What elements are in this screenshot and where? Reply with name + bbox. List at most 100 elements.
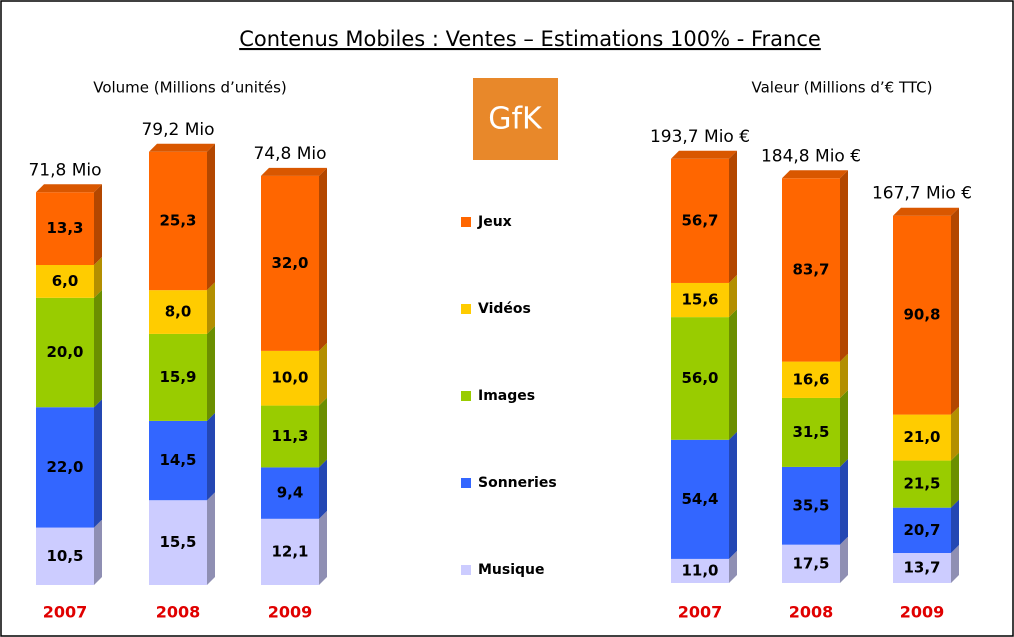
bar-side: [729, 309, 737, 440]
value-label: 11,0: [681, 561, 718, 579]
value-label: 13,3: [46, 219, 83, 237]
bar-segment: [893, 460, 951, 508]
bar-segment: [782, 397, 840, 467]
bar-side: [951, 406, 959, 461]
value-label: 8,0: [165, 303, 192, 321]
bar-side: [207, 412, 215, 501]
bar-segment: [261, 405, 319, 468]
bar-side: [94, 519, 102, 585]
value-label: 56,0: [681, 369, 718, 387]
bar-top: [782, 170, 848, 179]
bar-segment: [782, 544, 840, 583]
bar-side: [207, 143, 215, 291]
bar-top: [261, 167, 327, 176]
bar-segment: [36, 265, 94, 298]
total-label: 167,7 Mio €: [872, 184, 972, 204]
bar-side: [319, 342, 327, 406]
value-label: 15,9: [159, 368, 196, 386]
bar-segment: [36, 407, 94, 528]
bar-side: [951, 499, 959, 553]
legend-swatch: [461, 565, 471, 575]
value-label: 15,5: [159, 533, 196, 551]
bar-side: [840, 458, 848, 545]
value-label: 56,7: [681, 211, 718, 229]
bar-top: [671, 150, 737, 159]
bar-segment: [261, 350, 319, 406]
bar-segment: [36, 192, 94, 266]
bar-side: [319, 459, 327, 519]
legend-label: Sonneries: [478, 475, 557, 491]
bar-side: [729, 550, 737, 583]
legend-label: Images: [478, 388, 535, 404]
value-label: 32,0: [271, 254, 308, 272]
bar-side: [951, 207, 959, 415]
x-tick-label: 2008: [156, 603, 201, 622]
legend-swatch: [461, 217, 471, 227]
legend-swatch: [461, 304, 471, 314]
legend-swatch: [461, 391, 471, 401]
bar-segment: [36, 527, 94, 585]
bar-side: [94, 257, 102, 298]
legend-label: Jeux: [477, 214, 512, 230]
bar-side: [951, 452, 959, 508]
value-label: 54,4: [681, 490, 718, 508]
bar-side: [319, 397, 327, 468]
chart-title: Contenus Mobiles : Ventes – Estimations …: [239, 27, 821, 51]
legend-label: Vidéos: [478, 301, 531, 317]
bar-side: [840, 353, 848, 398]
value-label: 13,7: [903, 558, 940, 576]
value-label: 35,5: [792, 496, 829, 514]
value-label: 21,0: [903, 428, 940, 446]
bar-side: [840, 170, 848, 362]
bar-segment: [782, 361, 840, 398]
bar-segment: [149, 290, 207, 334]
total-label: 79,2 Mio: [141, 120, 214, 140]
bar-top: [36, 184, 102, 193]
bar-top: [149, 143, 215, 152]
bar-segment: [893, 215, 951, 415]
bar-side: [207, 325, 215, 421]
value-label: 9,4: [277, 484, 304, 502]
total-label: 193,7 Mio €: [650, 127, 750, 147]
total-label: 74,8 Mio: [253, 144, 326, 164]
x-tick-label: 2007: [43, 603, 88, 622]
bar-side: [319, 167, 327, 351]
x-tick-label: 2007: [678, 603, 723, 622]
bar-segment: [149, 500, 207, 585]
bar-side: [94, 184, 102, 266]
value-label: 21,5: [903, 475, 940, 493]
bar-segment: [149, 333, 207, 421]
bar-segment: [671, 317, 729, 440]
x-tick-label: 2009: [268, 603, 313, 622]
bar-segment: [671, 158, 729, 283]
bar-side: [729, 150, 737, 283]
value-label: 6,0: [52, 272, 79, 290]
value-label: 22,0: [46, 458, 83, 476]
bar-side: [207, 492, 215, 585]
bar-segment: [671, 558, 729, 583]
total-label: 71,8 Mio: [28, 160, 101, 180]
bar-segment: [36, 297, 94, 408]
bar-segment: [893, 552, 951, 583]
value-label: 17,5: [792, 554, 829, 572]
value-label: 83,7: [792, 260, 829, 278]
bar-side: [94, 399, 102, 528]
value-label: 25,3: [159, 211, 196, 229]
value-label: 14,5: [159, 451, 196, 469]
logo-box: [473, 78, 558, 160]
bar-segment: [782, 178, 840, 362]
bar-side: [729, 431, 737, 559]
bar-segment: [149, 151, 207, 291]
subtitle: Valeur (Millions d’€ TTC): [752, 79, 933, 97]
bar-side: [319, 510, 327, 585]
bar-side: [94, 289, 102, 408]
bar-side: [207, 282, 215, 334]
value-label: 10,5: [46, 547, 83, 565]
value-label: 31,5: [792, 423, 829, 441]
bar-segment: [261, 175, 319, 351]
bar-side: [840, 536, 848, 583]
bar-top: [893, 207, 959, 216]
value-label: 16,6: [792, 370, 829, 388]
bar-side: [951, 544, 959, 583]
